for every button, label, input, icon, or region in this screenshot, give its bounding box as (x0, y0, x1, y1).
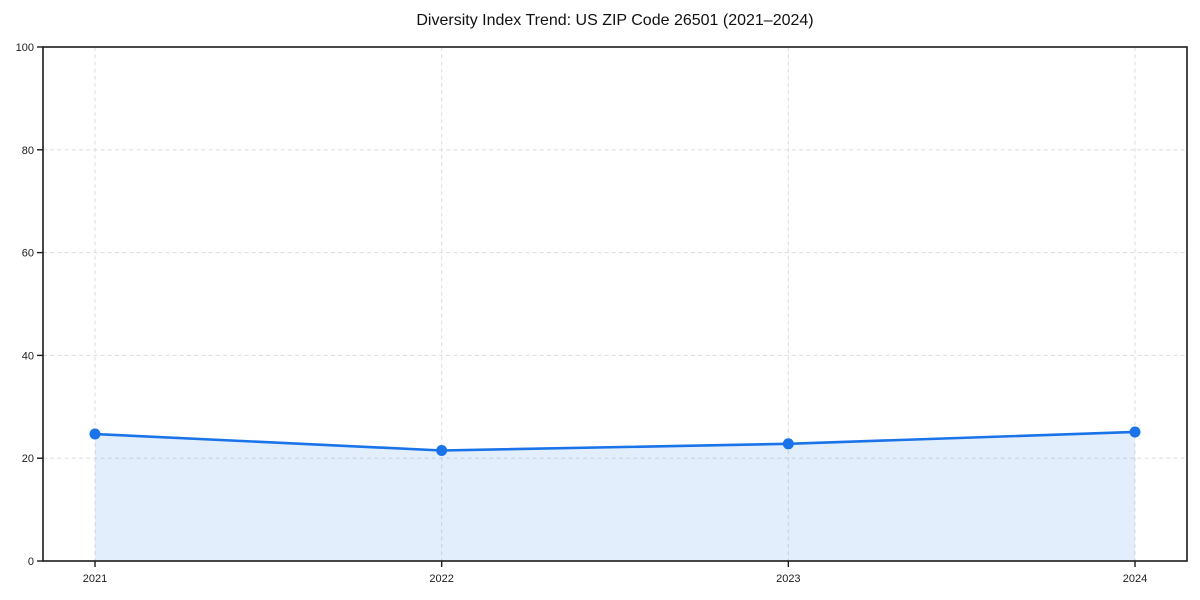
plot-border (42, 46, 1188, 562)
chart-title: Diversity Index Trend: US ZIP Code 26501… (416, 12, 814, 29)
series-area-fill (95, 431, 1135, 561)
x-tick-label: 2023 (776, 573, 800, 585)
y-tick-label: 60 (22, 248, 34, 260)
data-point-2021 (89, 428, 101, 440)
x-tick-label: 2024 (1123, 573, 1147, 585)
series-line (93, 430, 1137, 452)
y-tick-label: 40 (22, 350, 34, 362)
x-tick-label: 2021 (83, 573, 107, 585)
data-point-2024 (1129, 426, 1141, 438)
x-tick-label: 2022 (429, 573, 453, 585)
y-tick-label: 80 (22, 145, 34, 157)
data-point-2023 (782, 438, 794, 450)
y-tick-label: 20 (22, 453, 34, 465)
y-tick-label: 0 (28, 556, 34, 568)
y-tick-label: 100 (16, 42, 34, 54)
data-point-2022 (436, 444, 448, 456)
